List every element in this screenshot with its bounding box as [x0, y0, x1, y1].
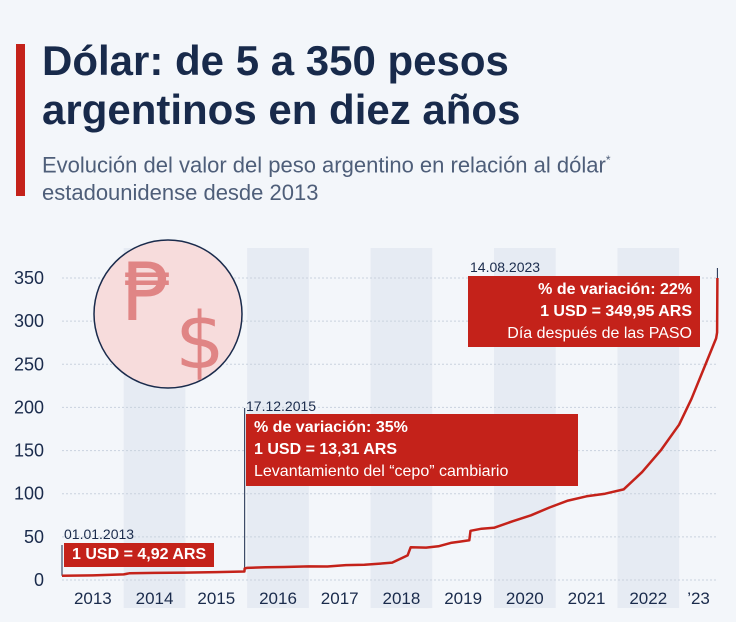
chart-subtitle: Evolución del valor del peso argentino e… [42, 146, 692, 207]
y-tick-label: 100 [14, 484, 44, 504]
annotation-2015-note: Levantamiento del “cepo” cambiario [254, 463, 509, 480]
series-line [61, 277, 719, 578]
x-tick-label: 2020 [506, 589, 544, 608]
subtitle-end: estadounidense desde 2013 [42, 180, 319, 206]
annotation-2015-value: 1 USD = 13,31 ARS [254, 441, 398, 458]
y-tick-label: 200 [14, 397, 44, 417]
x-tick-label: 2017 [321, 589, 359, 608]
annotation-2013-box: 1 USD = 4,92 ARS [64, 543, 215, 567]
x-tick-label: 2019 [444, 589, 482, 608]
y-tick-label: 300 [14, 311, 44, 331]
annotation-2023-box: % de variación: 22% 1 USD = 349,95 ARS D… [468, 276, 700, 347]
y-tick-label: 150 [14, 441, 44, 461]
accent-bar [16, 44, 25, 196]
y-tick-label: 350 [14, 268, 44, 288]
peso-dollar-icon: ₱$ [93, 239, 243, 389]
subtitle-main: Evolución del valor del peso argentino e… [42, 152, 606, 178]
annotation-2015-box: % de variación: 35% 1 USD = 13,31 ARS Le… [246, 414, 578, 486]
annotation-2013-value: 1 USD = 4,92 ARS [72, 546, 207, 563]
icon-circle [93, 239, 243, 389]
annotation-2013-date: 01.01.2013 [64, 526, 135, 542]
annotation-2023-variation: % de variación: 22% [538, 281, 692, 298]
annotation-2023-note: Día después de las PASO [507, 325, 692, 342]
y-tick-label: 250 [14, 354, 44, 374]
x-tick-label: 2013 [74, 589, 112, 608]
x-tick-label: 2022 [629, 589, 667, 608]
y-tick-label: 50 [24, 527, 44, 547]
annotation-2015-variation: % de variación: 35% [254, 419, 408, 436]
x-tick-label: 2018 [383, 589, 421, 608]
footnote-marker: * [605, 153, 611, 167]
y-tick-label: 0 [34, 570, 44, 590]
x-tick-label: 2014 [136, 589, 174, 608]
chart-title: Dólar: de 5 a 350 pesos argentinos en di… [42, 37, 521, 133]
annotation-2015-date: 17.12.2015 [246, 398, 317, 414]
annotation-2023-value: 1 USD = 349,95 ARS [540, 303, 692, 320]
annotation-2023-date: 14.08.2023 [470, 259, 541, 275]
peso-sign-icon: ₱ [123, 246, 174, 339]
x-tick-label: 2016 [259, 589, 297, 608]
x-tick-label: 2021 [568, 589, 606, 608]
dollar-sign-icon: $ [175, 297, 225, 387]
x-tick-label: ’23 [687, 589, 710, 608]
x-tick-label: 2015 [197, 589, 235, 608]
